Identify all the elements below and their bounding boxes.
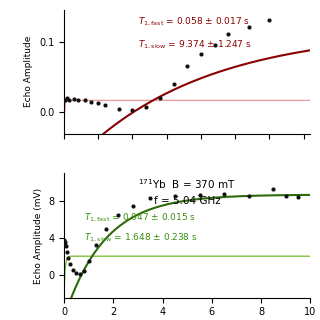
Point xyxy=(93,243,99,248)
Point xyxy=(246,25,251,30)
Point xyxy=(283,193,288,198)
Point xyxy=(102,103,108,108)
Y-axis label: Echo Amplitude: Echo Amplitude xyxy=(24,36,34,107)
Point xyxy=(62,240,67,245)
Point xyxy=(81,268,86,274)
Point xyxy=(267,18,272,23)
Point xyxy=(68,261,73,266)
Point xyxy=(62,97,67,102)
Point xyxy=(172,194,177,199)
Point xyxy=(62,237,67,242)
Point xyxy=(116,212,121,217)
Point xyxy=(86,258,91,263)
Point xyxy=(82,98,87,103)
Text: $T_{1,\mathrm{slow}}$ = 9.374 $\pm$ 1.247 s: $T_{1,\mathrm{slow}}$ = 9.374 $\pm$ 1.24… xyxy=(138,38,252,51)
Point xyxy=(74,271,79,276)
Point xyxy=(226,32,231,37)
Point xyxy=(77,271,83,276)
Point xyxy=(157,96,162,101)
Point xyxy=(271,187,276,192)
Point xyxy=(66,255,71,260)
Text: $T_{1,\mathrm{fast}}$ = 0.058 $\pm$ 0.017 s: $T_{1,\mathrm{fast}}$ = 0.058 $\pm$ 0.01… xyxy=(138,16,250,28)
Point xyxy=(64,249,69,254)
Point xyxy=(212,43,217,48)
Point xyxy=(67,98,72,103)
Point xyxy=(221,191,227,196)
Point xyxy=(89,99,94,104)
Point xyxy=(64,96,69,101)
Point xyxy=(246,194,252,199)
Text: f = 5.04 GHz: f = 5.04 GHz xyxy=(154,196,220,206)
Text: $T_{1,\mathrm{fast}}$ = 0.047 $\pm$ 0.015 s: $T_{1,\mathrm{fast}}$ = 0.047 $\pm$ 0.01… xyxy=(84,212,196,224)
Point xyxy=(116,106,121,111)
Point xyxy=(96,101,101,106)
Point xyxy=(70,268,75,273)
Point xyxy=(198,52,204,57)
Point xyxy=(185,64,190,69)
Text: $^{171}$Yb  B = 370 mT: $^{171}$Yb B = 370 mT xyxy=(138,177,236,191)
Point xyxy=(148,196,153,201)
Point xyxy=(130,108,135,113)
Point xyxy=(63,243,68,248)
Point xyxy=(296,195,301,200)
Y-axis label: Echo Amplitude (mV): Echo Amplitude (mV) xyxy=(34,188,43,284)
Point xyxy=(131,203,136,208)
Point xyxy=(103,226,108,231)
Point xyxy=(63,244,68,249)
Point xyxy=(75,97,80,102)
Point xyxy=(144,104,149,109)
Point xyxy=(71,96,76,101)
Text: $T_{1,\mathrm{slow}}$ = 1.648 $\pm$ 0.238 s: $T_{1,\mathrm{slow}}$ = 1.648 $\pm$ 0.23… xyxy=(84,232,197,244)
Point xyxy=(197,192,202,197)
Point xyxy=(171,82,176,87)
